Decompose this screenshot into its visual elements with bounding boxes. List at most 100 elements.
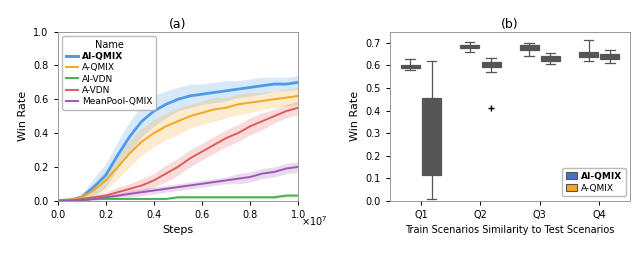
MeanPool-QMIX	[270, 170, 278, 173]
A-VDN	[138, 184, 146, 187]
PathPatch shape	[600, 54, 620, 59]
A-VDN	[126, 187, 134, 190]
AI-VDN	[54, 199, 61, 202]
MeanPool-QMIX	[102, 196, 109, 199]
A-VDN	[54, 199, 61, 202]
A-QMIX	[259, 99, 266, 102]
X-axis label: Train Scenarios Similarity to Test Scenarios: Train Scenarios Similarity to Test Scena…	[405, 225, 615, 235]
MeanPool-QMIX	[222, 179, 230, 182]
AI-VDN	[270, 196, 278, 199]
A-QMIX	[174, 120, 182, 123]
AI-QMIX	[150, 110, 157, 113]
AI-VDN	[246, 196, 254, 199]
A-QMIX	[114, 165, 122, 168]
A-VDN	[234, 131, 242, 135]
PathPatch shape	[422, 98, 441, 175]
MeanPool-QMIX	[162, 187, 170, 190]
Line: AI-QMIX: AI-QMIX	[58, 82, 298, 201]
PathPatch shape	[541, 56, 560, 60]
Text: $\times10^7$: $\times10^7$	[301, 214, 327, 228]
A-VDN	[282, 110, 290, 113]
A-QMIX	[222, 106, 230, 109]
A-QMIX	[66, 198, 74, 201]
A-QMIX	[282, 96, 290, 99]
AI-VDN	[78, 199, 86, 202]
A-VDN	[90, 196, 97, 199]
Line: A-QMIX: A-QMIX	[58, 96, 298, 201]
AI-QMIX	[102, 174, 109, 177]
A-QMIX	[270, 98, 278, 101]
MeanPool-QMIX	[114, 194, 122, 197]
X-axis label: Steps: Steps	[163, 225, 193, 235]
AI-VDN	[102, 197, 109, 201]
A-VDN	[102, 194, 109, 197]
A-VDN	[259, 120, 266, 123]
MeanPool-QMIX	[246, 175, 254, 178]
A-QMIX	[90, 189, 97, 192]
A-QMIX	[162, 125, 170, 128]
A-VDN	[174, 165, 182, 168]
A-QMIX	[102, 179, 109, 182]
AI-QMIX	[186, 94, 194, 97]
MeanPool-QMIX	[294, 165, 302, 168]
A-QMIX	[198, 111, 206, 114]
AI-QMIX	[246, 86, 254, 89]
AI-VDN	[174, 196, 182, 199]
AI-QMIX	[66, 198, 74, 201]
A-QMIX	[138, 140, 146, 143]
A-QMIX	[210, 108, 218, 111]
AI-QMIX	[270, 82, 278, 86]
A-VDN	[114, 191, 122, 194]
Y-axis label: Win Rate: Win Rate	[350, 91, 360, 141]
A-QMIX	[150, 131, 157, 135]
AI-VDN	[210, 196, 218, 199]
AI-QMIX	[222, 89, 230, 92]
AI-QMIX	[259, 84, 266, 87]
Line: MeanPool-QMIX: MeanPool-QMIX	[58, 167, 298, 201]
A-VDN	[270, 115, 278, 118]
MeanPool-QMIX	[259, 172, 266, 175]
AI-VDN	[66, 199, 74, 202]
MeanPool-QMIX	[234, 177, 242, 180]
A-VDN	[66, 199, 74, 202]
A-QMIX	[246, 101, 254, 104]
A-VDN	[162, 172, 170, 175]
AI-VDN	[90, 197, 97, 201]
AI-QMIX	[282, 82, 290, 86]
Legend: AI-QMIX, A-QMIX, AI-VDN, A-VDN, MeanPool-QMIX: AI-QMIX, A-QMIX, AI-VDN, A-VDN, MeanPool…	[62, 36, 156, 110]
Y-axis label: Win Rate: Win Rate	[18, 91, 28, 141]
A-VDN	[198, 150, 206, 153]
A-VDN	[150, 179, 157, 182]
AI-QMIX	[90, 186, 97, 189]
AI-VDN	[259, 196, 266, 199]
AI-VDN	[198, 196, 206, 199]
Line: AI-VDN: AI-VDN	[58, 196, 298, 201]
AI-VDN	[282, 194, 290, 197]
AI-QMIX	[54, 199, 61, 202]
A-VDN	[246, 125, 254, 128]
MeanPool-QMIX	[210, 181, 218, 184]
A-QMIX	[54, 199, 61, 202]
MeanPool-QMIX	[126, 192, 134, 195]
PathPatch shape	[401, 65, 420, 68]
A-VDN	[222, 136, 230, 140]
AI-VDN	[114, 197, 122, 201]
AI-VDN	[150, 197, 157, 201]
MeanPool-QMIX	[174, 186, 182, 189]
Title: (a): (a)	[169, 17, 187, 31]
MeanPool-QMIX	[54, 199, 61, 202]
AI-QMIX	[114, 153, 122, 157]
PathPatch shape	[520, 45, 539, 50]
MeanPool-QMIX	[198, 182, 206, 185]
PathPatch shape	[481, 62, 500, 67]
PathPatch shape	[460, 45, 479, 48]
AI-VDN	[234, 196, 242, 199]
A-VDN	[186, 157, 194, 160]
A-VDN	[210, 143, 218, 147]
MeanPool-QMIX	[282, 167, 290, 170]
A-QMIX	[294, 94, 302, 97]
AI-QMIX	[78, 196, 86, 199]
AI-QMIX	[126, 135, 134, 138]
MeanPool-QMIX	[78, 198, 86, 201]
AI-VDN	[294, 194, 302, 197]
